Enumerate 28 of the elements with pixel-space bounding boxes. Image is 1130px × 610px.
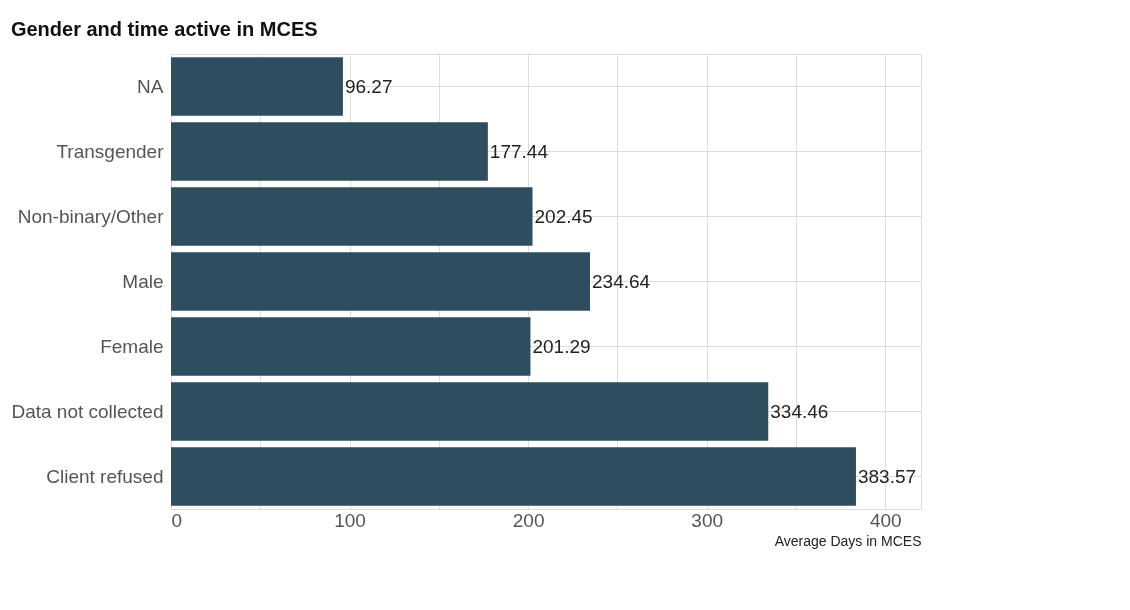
y-tick-label: NA: [137, 75, 164, 97]
y-tick-label: Non-binary/Other: [17, 205, 165, 227]
bar: [171, 252, 590, 311]
x-axis-title: Average Days in MCES: [774, 532, 922, 549]
x-tick-label: 0: [171, 509, 183, 531]
data-label: 96.27: [344, 75, 393, 97]
y-tick-label: Client refused: [46, 465, 164, 487]
bar: [171, 447, 856, 506]
bar: [171, 122, 488, 181]
chart-title: Gender and time active in MCES: [10, 18, 318, 40]
data-label: 201.29: [532, 335, 591, 357]
y-tick-label: Male: [122, 270, 164, 292]
data-label: 202.45: [534, 205, 593, 227]
x-tick-label: 200: [512, 509, 545, 531]
bar: [171, 317, 531, 376]
bar: [171, 57, 343, 116]
data-label: 383.57: [857, 465, 917, 487]
data-label: 234.64: [592, 270, 651, 292]
x-tick-label: 400: [869, 509, 902, 531]
bar: [171, 187, 533, 246]
x-tick-label: 100: [334, 509, 366, 531]
y-tick-label: Transgender: [56, 140, 165, 162]
data-label: 334.46: [770, 400, 829, 422]
data-label: 177.44: [489, 140, 549, 162]
y-tick-label: Data not collected: [11, 400, 164, 422]
bar: [171, 382, 769, 441]
x-tick-label: 300: [691, 509, 724, 531]
y-tick-label: Female: [100, 335, 164, 357]
